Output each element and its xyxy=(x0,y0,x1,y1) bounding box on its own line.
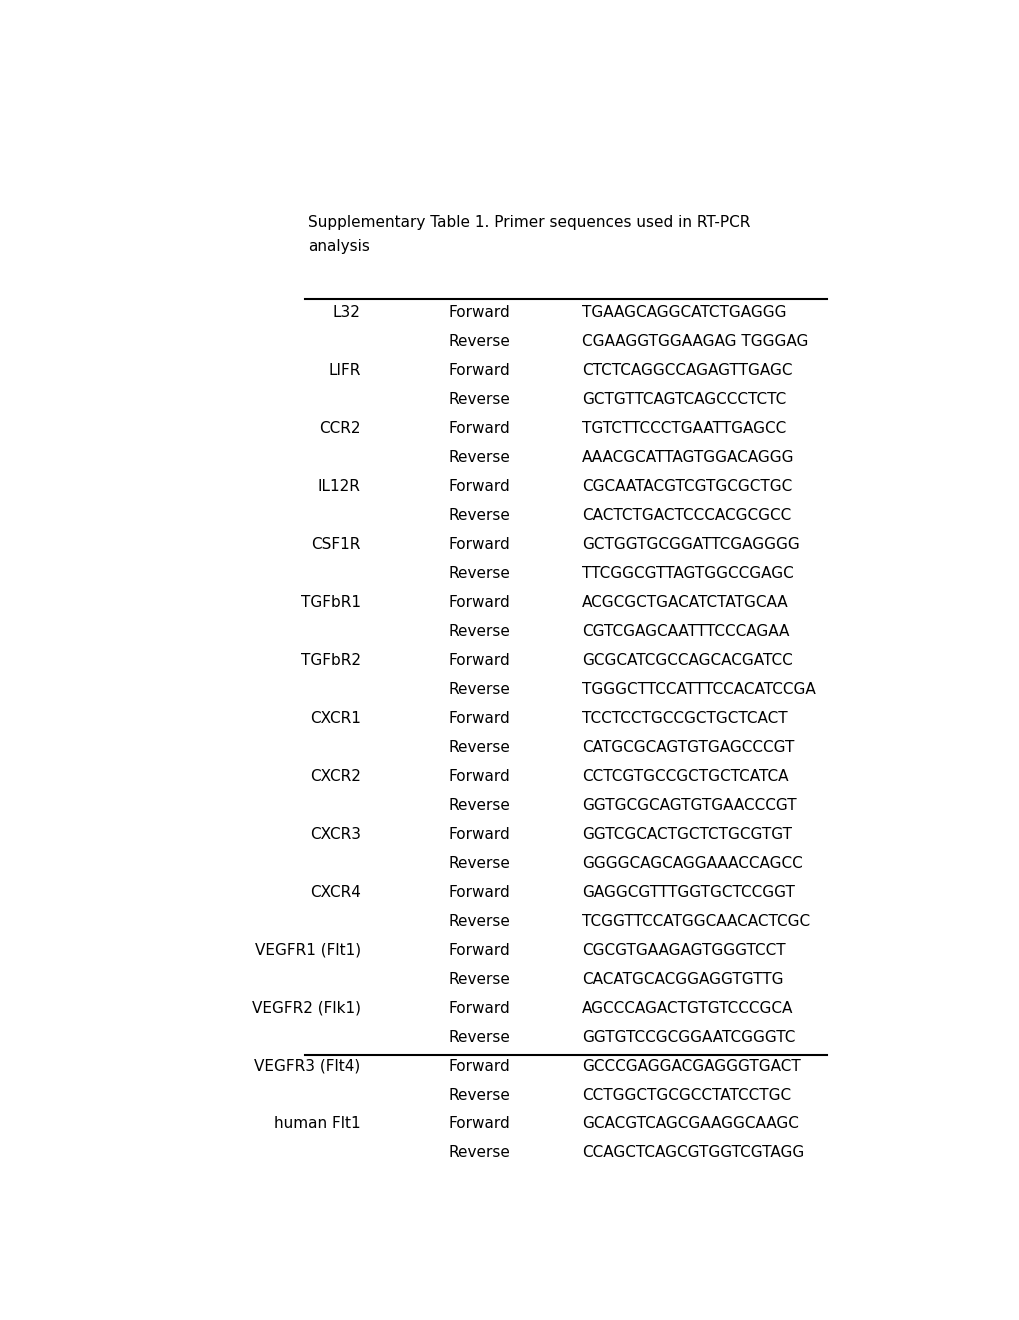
Text: CXCR2: CXCR2 xyxy=(310,768,361,784)
Text: GGTCGCACTGCTCTGCGTGT: GGTCGCACTGCTCTGCGTGT xyxy=(582,826,792,842)
Text: CGCAATACGTCGTGCGCTGC: CGCAATACGTCGTGCGCTGC xyxy=(582,479,792,494)
Text: CACATGCACGGAGGTGTTG: CACATGCACGGAGGTGTTG xyxy=(582,972,783,986)
Text: TCGGTTCCATGGCAACACTCGC: TCGGTTCCATGGCAACACTCGC xyxy=(582,913,809,929)
Text: Reverse: Reverse xyxy=(448,972,510,986)
Text: Forward: Forward xyxy=(448,1117,510,1131)
Text: AAACGCATTAGTGGACAGGG: AAACGCATTAGTGGACAGGG xyxy=(582,450,794,465)
Text: Forward: Forward xyxy=(448,1001,510,1015)
Text: GGTGCGCAGTGTGAACCCGT: GGTGCGCAGTGTGAACCCGT xyxy=(582,797,796,813)
Text: Forward: Forward xyxy=(448,826,510,842)
Text: TGTCTTCCCTGAATTGAGCC: TGTCTTCCCTGAATTGAGCC xyxy=(582,421,786,437)
Text: Reverse: Reverse xyxy=(448,741,510,755)
Text: GCGCATCGCCAGCACGATCC: GCGCATCGCCAGCACGATCC xyxy=(582,653,792,668)
Text: Forward: Forward xyxy=(448,305,510,321)
Text: CATGCGCAGTGTGAGCCCGT: CATGCGCAGTGTGAGCCCGT xyxy=(582,741,794,755)
Text: TGFbR1: TGFbR1 xyxy=(301,595,361,610)
Text: Reverse: Reverse xyxy=(448,624,510,639)
Text: VEGFR1 (Flt1): VEGFR1 (Flt1) xyxy=(255,942,361,958)
Text: GGTGTCCGCGGAATCGGGTC: GGTGTCCGCGGAATCGGGTC xyxy=(582,1030,795,1044)
Text: Reverse: Reverse xyxy=(448,1030,510,1044)
Text: CCTCGTGCCGCTGCTCATCA: CCTCGTGCCGCTGCTCATCA xyxy=(582,768,788,784)
Text: CXCR4: CXCR4 xyxy=(310,884,361,900)
Text: human Flt1: human Flt1 xyxy=(274,1117,361,1131)
Text: GCTGTTCAGTCAGCCCTCTC: GCTGTTCAGTCAGCCCTCTC xyxy=(582,392,786,408)
Text: GCTGGTGCGGATTCGAGGGG: GCTGGTGCGGATTCGAGGGG xyxy=(582,537,799,552)
Text: CGAAGGTGGAAGAG TGGGAG: CGAAGGTGGAAGAG TGGGAG xyxy=(582,334,808,350)
Text: CXCR1: CXCR1 xyxy=(310,711,361,726)
Text: Forward: Forward xyxy=(448,363,510,379)
Text: LIFR: LIFR xyxy=(328,363,361,379)
Text: Forward: Forward xyxy=(448,653,510,668)
Text: Reverse: Reverse xyxy=(448,913,510,929)
Text: Reverse: Reverse xyxy=(448,682,510,697)
Text: VEGFR2 (Flk1): VEGFR2 (Flk1) xyxy=(252,1001,361,1015)
Text: Reverse: Reverse xyxy=(448,450,510,465)
Text: TGFbR2: TGFbR2 xyxy=(301,653,361,668)
Text: GCACGTCAGCGAAGGCAAGC: GCACGTCAGCGAAGGCAAGC xyxy=(582,1117,798,1131)
Text: Forward: Forward xyxy=(448,711,510,726)
Text: CTCTCAGGCCAGAGTTGAGC: CTCTCAGGCCAGAGTTGAGC xyxy=(582,363,792,379)
Text: CGCGTGAAGAGTGGGTCCT: CGCGTGAAGAGTGGGTCCT xyxy=(582,942,785,958)
Text: Forward: Forward xyxy=(448,421,510,437)
Text: GCCCGAGGACGAGGGTGACT: GCCCGAGGACGAGGGTGACT xyxy=(582,1059,800,1073)
Text: Reverse: Reverse xyxy=(448,1146,510,1160)
Text: Forward: Forward xyxy=(448,479,510,494)
Text: Reverse: Reverse xyxy=(448,392,510,408)
Text: Reverse: Reverse xyxy=(448,855,510,871)
Text: Forward: Forward xyxy=(448,595,510,610)
Text: Forward: Forward xyxy=(448,942,510,958)
Text: IL12R: IL12R xyxy=(318,479,361,494)
Text: Reverse: Reverse xyxy=(448,797,510,813)
Text: L32: L32 xyxy=(332,305,361,321)
Text: CCAGCTCAGCGTGGTCGTAGG: CCAGCTCAGCGTGGTCGTAGG xyxy=(582,1146,804,1160)
Text: Supplementary Table 1. Primer sequences used in RT-PCR: Supplementary Table 1. Primer sequences … xyxy=(308,215,749,230)
Text: CCTGGCTGCGCCTATCCTGC: CCTGGCTGCGCCTATCCTGC xyxy=(582,1088,791,1102)
Text: TGGGCTTCCATTTCCACATCCGA: TGGGCTTCCATTTCCACATCCGA xyxy=(582,682,815,697)
Text: Forward: Forward xyxy=(448,1059,510,1073)
Text: GGGGCAGCAGGAAACCAGCC: GGGGCAGCAGGAAACCAGCC xyxy=(582,855,802,871)
Text: CCR2: CCR2 xyxy=(319,421,361,437)
Text: Forward: Forward xyxy=(448,537,510,552)
Text: GAGGCGTTTGGTGCTCCGGT: GAGGCGTTTGGTGCTCCGGT xyxy=(582,884,794,900)
Text: Reverse: Reverse xyxy=(448,1088,510,1102)
Text: Forward: Forward xyxy=(448,768,510,784)
Text: Forward: Forward xyxy=(448,884,510,900)
Text: Reverse: Reverse xyxy=(448,566,510,581)
Text: AGCCCAGACTGTGTCCCGCA: AGCCCAGACTGTGTCCCGCA xyxy=(582,1001,793,1015)
Text: analysis: analysis xyxy=(308,239,369,253)
Text: TGAAGCAGGCATCTGAGGG: TGAAGCAGGCATCTGAGGG xyxy=(582,305,786,321)
Text: TTCGGCGTTAGTGGCCGAGC: TTCGGCGTTAGTGGCCGAGC xyxy=(582,566,793,581)
Text: TCCTCCTGCCGCTGCTCACT: TCCTCCTGCCGCTGCTCACT xyxy=(582,711,787,726)
Text: Reverse: Reverse xyxy=(448,508,510,523)
Text: ACGCGCTGACATCTATGCAA: ACGCGCTGACATCTATGCAA xyxy=(582,595,788,610)
Text: CGTCGAGCAATTTCCCAGAA: CGTCGAGCAATTTCCCAGAA xyxy=(582,624,789,639)
Text: CACTCTGACTCCCACGCGCC: CACTCTGACTCCCACGCGCC xyxy=(582,508,791,523)
Text: CSF1R: CSF1R xyxy=(311,537,361,552)
Text: CXCR3: CXCR3 xyxy=(310,826,361,842)
Text: VEGFR3 (Flt4): VEGFR3 (Flt4) xyxy=(254,1059,361,1073)
Text: Reverse: Reverse xyxy=(448,334,510,350)
